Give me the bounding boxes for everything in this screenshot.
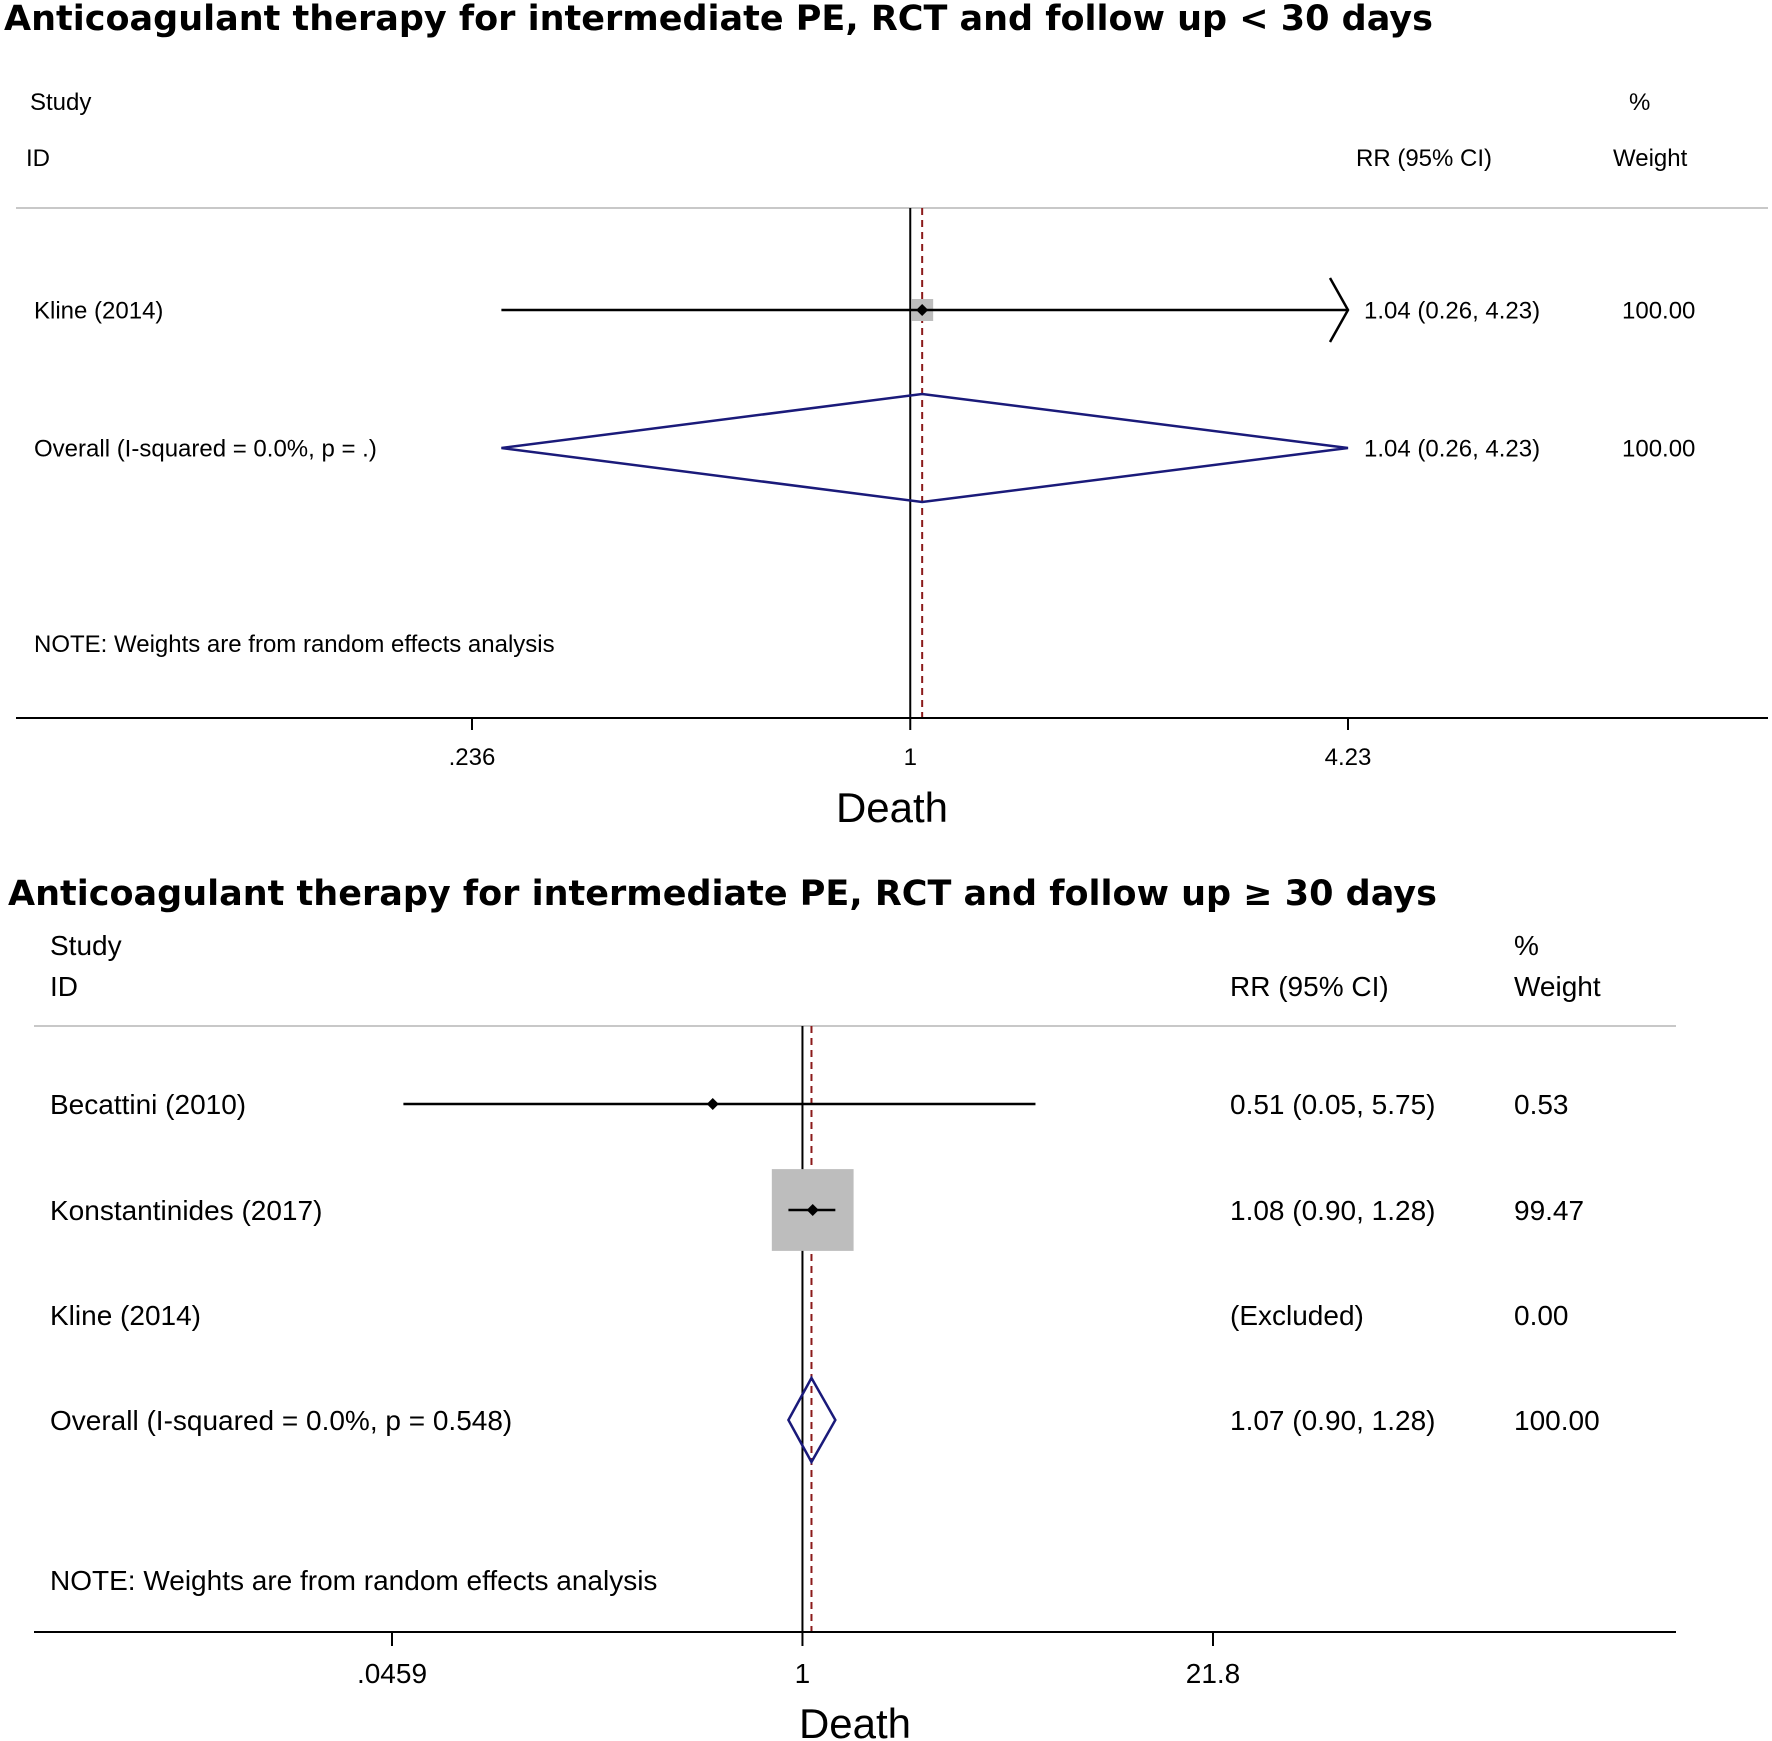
x-tick-label: 1 <box>795 1658 811 1689</box>
overall-weight: 100.00 <box>1622 436 1695 463</box>
study-estimate: 1.08 (0.90, 1.28) <box>1230 1195 1435 1226</box>
header-percent: % <box>1629 89 1650 116</box>
forest-plot-panel-2: Anticoagulant therapy for intermediate P… <box>8 874 1676 1741</box>
study-estimate: 1.04 (0.26, 4.23) <box>1364 298 1540 325</box>
overall-label: Overall (I-squared = 0.0%, p = 0.548) <box>50 1405 512 1436</box>
header-weight: Weight <box>1514 971 1601 1002</box>
study-estimate: 0.51 (0.05, 5.75) <box>1230 1089 1435 1120</box>
overall-estimate: 1.04 (0.26, 4.23) <box>1364 436 1540 463</box>
study-estimate: (Excluded) <box>1230 1300 1364 1331</box>
overall-estimate: 1.07 (0.90, 1.28) <box>1230 1405 1435 1436</box>
chart-title: Anticoagulant therapy for intermediate P… <box>4 0 1433 39</box>
study-label: Becattini (2010) <box>50 1089 246 1120</box>
study-label: Kline (2014) <box>50 1300 201 1331</box>
x-tick-label: 4.23 <box>1325 744 1372 771</box>
header-estimate: RR (95% CI) <box>1230 971 1389 1002</box>
header-id: ID <box>50 971 78 1002</box>
ci-arrow-right <box>1328 277 1350 343</box>
study-weight: 0.00 <box>1514 1300 1569 1331</box>
weights-note: NOTE: Weights are from random effects an… <box>50 1565 657 1596</box>
x-axis-label: Death <box>836 784 948 831</box>
weights-note: NOTE: Weights are from random effects an… <box>34 631 555 658</box>
point-estimate <box>916 304 929 316</box>
header-id: ID <box>26 145 50 172</box>
overall-weight: 100.00 <box>1514 1405 1600 1436</box>
x-tick-label: .0459 <box>357 1658 427 1689</box>
study-weight: 99.47 <box>1514 1195 1584 1226</box>
study-weight: 0.53 <box>1514 1089 1569 1120</box>
chart-title: Anticoagulant therapy for intermediate P… <box>8 874 1437 914</box>
overall-diamond <box>501 392 1349 504</box>
point-estimate <box>806 1204 819 1216</box>
header-weight: Weight <box>1613 145 1688 172</box>
header-percent: % <box>1514 930 1539 961</box>
x-tick-label: .236 <box>449 744 496 771</box>
x-tick-label: 1 <box>904 744 917 771</box>
study-label: Kline (2014) <box>34 298 163 325</box>
overall-label: Overall (I-squared = 0.0%, p = .) <box>34 436 377 463</box>
x-axis-label: Death <box>799 1700 911 1741</box>
overall-diamond <box>786 1375 837 1465</box>
forest-plot-panel-1: Anticoagulant therapy for intermediate P… <box>4 0 1768 831</box>
header-estimate: RR (95% CI) <box>1356 145 1492 172</box>
header-study: Study <box>50 930 122 961</box>
x-tick-label: 21.8 <box>1186 1658 1241 1689</box>
header-study: Study <box>30 89 91 116</box>
point-estimate <box>706 1098 719 1110</box>
study-label: Konstantinides (2017) <box>50 1195 322 1226</box>
study-weight: 100.00 <box>1622 298 1695 325</box>
